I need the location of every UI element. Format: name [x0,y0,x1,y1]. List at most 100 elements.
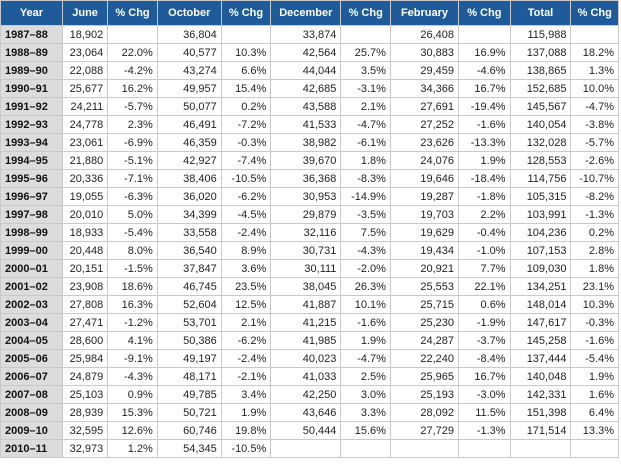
value-cell: 44,044 [270,61,342,80]
value-cell: 134,251 [509,277,572,296]
value-cell: 36,540 [156,241,222,260]
value-cell: 27,471 [61,313,109,332]
table-row: 1990–91 25,677 16.2% 49,957 15.4% 42,685 -3.1%… [0,79,619,98]
year-cell: 1997–98 [0,205,63,224]
value-cell: 19,703 [389,205,460,224]
value-cell: 38,045 [270,277,342,296]
statistics-table: Year June% Chg October% Chg December% Chg Fe… [0,0,619,458]
value-cell: 24,211 [61,97,109,116]
value-cell: 15.6% [340,421,391,440]
value-cell: -1.6% [570,331,619,350]
value-cell: 115,988 [509,25,572,44]
value-cell [458,25,511,44]
value-cell: 30,883 [389,43,460,62]
table-row: 1994–95 21,880 -5.1% 42,927 -7.4% 39,670 1.8% 2… [0,151,619,170]
value-cell: 23,064 [61,43,109,62]
value-cell: 151,398 [509,403,572,422]
value-cell: 54,345 [156,439,222,458]
value-cell: 1.2% [107,439,158,458]
value-cell: 20,448 [61,241,109,260]
value-cell: 10.0% [570,79,619,98]
value-cell: 29,459 [389,61,460,80]
value-cell: 1.9% [458,151,511,170]
value-cell: -19.4% [458,97,511,116]
value-cell: -3.5% [340,205,391,224]
value-cell: 25,553 [389,277,460,296]
table-row: 2006–07 24,879 -4.3% 48,171 -2.1% 41,033 2.5% 2… [0,367,619,386]
value-cell: 41,033 [270,367,342,386]
table-row: 2003–04 27,471 -1.2% 53,701 2.1% 41,215 -1.6% 2… [0,313,619,332]
year-cell: 1988–89 [0,43,63,62]
value-cell: 18,902 [61,25,109,44]
value-cell: -4.7% [340,115,391,134]
value-cell: -10.7% [570,169,619,188]
table-body: 1987–88 18,902 36,804 33,874 26,408 115,988 19… [0,25,619,458]
value-cell: -6.3% [107,187,158,206]
value-cell [509,439,572,458]
value-cell: 140,054 [509,115,572,134]
value-cell: -4.2% [107,61,158,80]
year-cell: 2006–07 [0,367,63,386]
value-cell: 22,088 [61,61,109,80]
value-cell: -2.1% [220,367,272,386]
value-cell: 15.3% [107,403,158,422]
table-row: 2002–03 27,808 16.3% 52,604 12.5% 41,887 10.1%… [0,295,619,314]
value-cell: 25,193 [389,385,460,404]
value-cell: 27,252 [389,115,460,134]
year-cell: 1994–95 [0,151,63,170]
column-header: % Chg [340,0,391,26]
value-cell: 3.5% [340,61,391,80]
value-cell: -6.2% [220,331,272,350]
value-cell: 25,984 [61,349,109,368]
value-cell: -1.9% [458,313,511,332]
value-cell: 38,982 [270,133,342,152]
value-cell: 12.5% [220,295,272,314]
value-cell: 8.0% [107,241,158,260]
year-cell: 1993–94 [0,133,63,152]
value-cell: -1.8% [458,187,511,206]
value-cell: -1.5% [107,259,158,278]
value-cell: -1.2% [107,313,158,332]
table-row: 1999–00 20,448 8.0% 36,540 8.9% 30,731 -4.3% 19… [0,241,619,260]
value-cell: 7.7% [458,259,511,278]
value-cell: 2.3% [107,115,158,134]
value-cell: 104,236 [509,223,572,242]
value-cell: 0.6% [458,295,511,314]
value-cell: 33,558 [156,223,222,242]
value-cell: 1.6% [570,385,619,404]
value-cell: -6.9% [107,133,158,152]
value-cell: 34,366 [389,79,460,98]
value-cell: 1.9% [220,403,272,422]
value-cell: 1.8% [570,259,619,278]
value-cell: -4.3% [107,367,158,386]
value-cell: 25,677 [61,79,109,98]
value-cell: 46,359 [156,133,222,152]
value-cell: 22,240 [389,349,460,368]
value-cell: 3.0% [340,385,391,404]
value-cell: -2.6% [570,151,619,170]
value-cell: 142,331 [509,385,572,404]
value-cell [270,439,342,458]
column-header: % Chg [107,0,158,26]
value-cell: -5.7% [107,97,158,116]
table-row: 2009–10 32,595 12.6% 60,746 19.8% 50,444 15.6%… [0,421,619,440]
value-cell: 29,879 [270,205,342,224]
table-row: 1996–97 19,055 -6.3% 36,020 -6.2% 30,953 -14.9… [0,187,619,206]
value-cell: 25,965 [389,367,460,386]
value-cell: 25.7% [340,43,391,62]
value-cell: 3.6% [220,259,272,278]
column-header: % Chg [458,0,511,26]
value-cell: 3.4% [220,385,272,404]
value-cell: -10.5% [220,169,272,188]
year-cell: 2004–05 [0,331,63,350]
value-cell: 36,020 [156,187,222,206]
value-cell [458,439,511,458]
year-cell: 2010–11 [0,439,63,458]
header-row: Year June% Chg October% Chg December% Chg Fe… [0,0,619,26]
table-row: 2000–01 20,151 -1.5% 37,847 3.6% 30,111 -2.0% 2… [0,259,619,278]
value-cell [340,439,391,458]
value-cell: 132,028 [509,133,572,152]
value-cell: 40,023 [270,349,342,368]
value-cell: 28,600 [61,331,109,350]
value-cell: 11.5% [458,403,511,422]
